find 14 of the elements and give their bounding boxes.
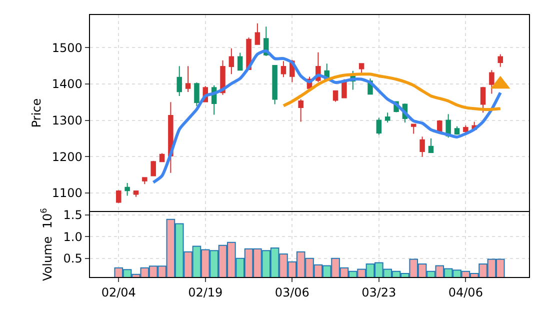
- y-tick-label: 0.5: [63, 252, 82, 266]
- y-tick-label: 1500: [52, 40, 82, 55]
- x-tick-label: 03/06: [274, 286, 310, 300]
- y-tick-label: 1200: [52, 150, 82, 164]
- y-tick-label: 1100: [52, 186, 82, 200]
- x-tick-label: 02/04: [101, 286, 136, 300]
- x-tick-label: 04/06: [448, 286, 483, 300]
- y-tick-label: 1400: [52, 77, 82, 92]
- y-tick-label: 1.0: [63, 230, 82, 244]
- x-tick-label: 03/23: [362, 286, 396, 300]
- y-axis-title: Price: [29, 98, 44, 128]
- y-tick-label: 1.5: [63, 208, 82, 222]
- y-tick-label: 1300: [52, 113, 82, 128]
- x-tick-label: 02/19: [188, 286, 223, 300]
